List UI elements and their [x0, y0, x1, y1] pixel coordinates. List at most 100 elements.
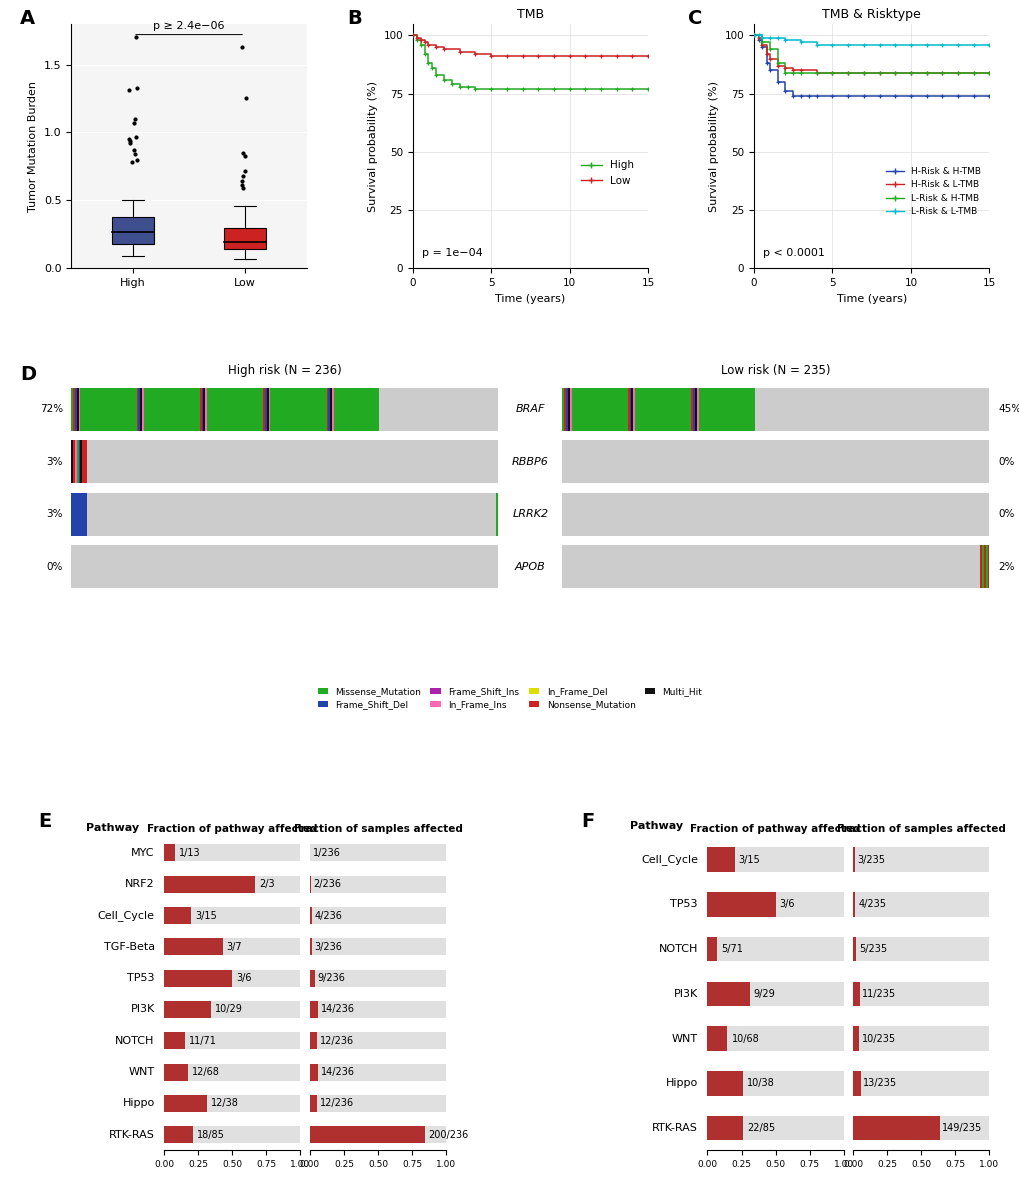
Text: 3/15: 3/15	[196, 911, 217, 920]
Bar	[164, 969, 300, 987]
Bar	[680, 388, 682, 431]
Bar	[721, 388, 723, 431]
Bar	[361, 388, 363, 431]
Bar	[629, 388, 631, 431]
Text: 14/236: 14/236	[320, 1005, 355, 1014]
Title: Fraction of samples affected: Fraction of samples affected	[836, 823, 1005, 834]
Bar	[589, 388, 591, 431]
Bar	[310, 1032, 317, 1050]
Bar	[742, 388, 744, 431]
Bar	[340, 388, 342, 431]
Text: 12/68: 12/68	[192, 1067, 220, 1077]
Bar	[164, 1001, 300, 1018]
Bar	[580, 388, 582, 431]
Text: 3%: 3%	[46, 509, 63, 519]
Text: C: C	[688, 9, 702, 28]
Text: 2/3: 2/3	[259, 879, 274, 890]
Bar	[609, 388, 610, 431]
Bar	[610, 388, 612, 431]
Bar	[571, 388, 573, 431]
Bar	[191, 388, 193, 431]
Bar	[71, 440, 498, 483]
Bar	[221, 388, 223, 431]
Bar	[81, 492, 85, 536]
Bar	[164, 1032, 300, 1050]
Bar	[83, 440, 87, 483]
Bar	[205, 388, 207, 431]
Text: 1/236: 1/236	[313, 848, 340, 857]
Bar	[132, 388, 135, 431]
Text: 10/29: 10/29	[215, 1005, 243, 1014]
Bar	[310, 1032, 445, 1050]
Text: PI3K: PI3K	[130, 1005, 155, 1014]
Bar	[729, 388, 731, 431]
Bar	[111, 388, 113, 431]
Bar	[852, 1026, 858, 1051]
Bar	[245, 388, 247, 431]
Bar	[116, 388, 118, 431]
Bar	[185, 388, 187, 431]
Text: p = 1e−04: p = 1e−04	[422, 248, 482, 259]
Bar	[164, 1001, 211, 1018]
Bar	[598, 388, 600, 431]
Text: 0%: 0%	[997, 509, 1013, 519]
Bar	[142, 388, 144, 431]
Bar	[586, 388, 587, 431]
Bar	[270, 388, 272, 431]
Bar	[315, 388, 317, 431]
Bar	[605, 388, 607, 431]
Title: TMB & Risktype: TMB & Risktype	[821, 8, 920, 21]
Bar	[707, 1026, 843, 1051]
Bar	[75, 492, 79, 536]
Bar	[164, 938, 222, 956]
Bar	[852, 892, 855, 917]
Text: 3/6: 3/6	[236, 974, 252, 983]
Text: RTK-RAS: RTK-RAS	[109, 1130, 155, 1140]
Text: F: F	[581, 812, 594, 831]
Bar	[223, 388, 225, 431]
Bar	[689, 388, 691, 431]
Bar	[596, 388, 598, 431]
Bar	[225, 388, 227, 431]
Bar	[707, 982, 749, 1006]
Bar	[234, 388, 235, 431]
Text: 2%: 2%	[997, 562, 1014, 572]
Bar	[118, 388, 120, 431]
Bar	[577, 388, 578, 431]
Bar	[164, 875, 255, 893]
Text: 3/236: 3/236	[314, 942, 342, 952]
Bar	[113, 388, 115, 431]
Bar	[200, 388, 202, 431]
Bar	[335, 388, 337, 431]
Bar	[71, 388, 73, 431]
Bar	[665, 388, 667, 431]
Text: NOTCH: NOTCH	[658, 944, 697, 954]
Bar	[719, 388, 721, 431]
Bar	[158, 388, 160, 431]
Text: 3%: 3%	[46, 457, 63, 466]
Bar	[312, 388, 314, 431]
Text: p ≥ 2.4e−06: p ≥ 2.4e−06	[153, 20, 224, 31]
Bar	[223, 228, 266, 249]
Bar	[172, 388, 174, 431]
Bar	[707, 1071, 743, 1096]
Bar	[310, 875, 445, 893]
Bar	[714, 388, 716, 431]
Bar	[164, 907, 192, 924]
Bar	[363, 388, 364, 431]
Text: RTK-RAS: RTK-RAS	[651, 1123, 697, 1133]
Bar	[986, 546, 988, 588]
Bar	[310, 388, 312, 431]
Bar	[575, 388, 577, 431]
Bar	[73, 492, 77, 536]
Bar	[981, 546, 983, 588]
Bar	[347, 388, 350, 431]
Bar	[686, 388, 687, 431]
Text: 3/15: 3/15	[738, 855, 760, 865]
Bar	[71, 492, 75, 536]
X-axis label: Time (years): Time (years)	[836, 294, 906, 304]
Bar	[707, 937, 716, 962]
Bar	[230, 388, 232, 431]
Bar	[731, 388, 733, 431]
Text: Cell_Cycle: Cell_Cycle	[98, 910, 155, 922]
